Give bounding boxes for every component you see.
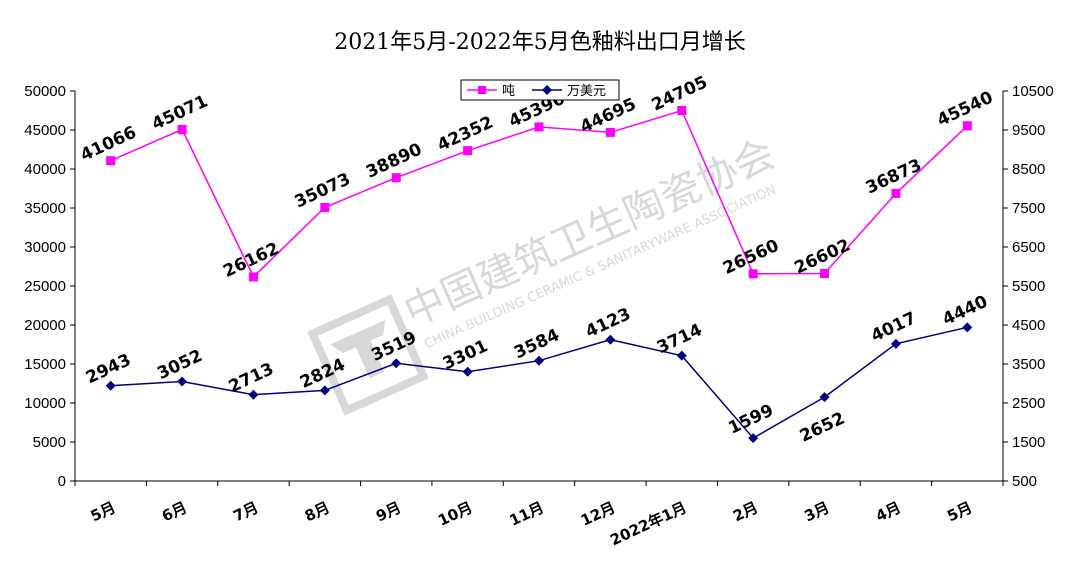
- x-tick-label: 10月: [435, 498, 475, 529]
- x-tick-label: 8月: [302, 498, 333, 525]
- x-tick-label: 5月: [88, 498, 119, 525]
- point-usd: [105, 380, 116, 391]
- point-tons: [605, 127, 615, 137]
- y-left-tick-label: 30000: [24, 239, 66, 256]
- y-right-tick-label: 4500: [1012, 317, 1045, 334]
- point-tons: [463, 146, 473, 156]
- point-tons: [891, 188, 901, 198]
- point-usd: [319, 385, 330, 396]
- legend-marker-tons: [478, 86, 486, 94]
- y-left-tick-label: 15000: [24, 356, 66, 373]
- data-label-usd: 3584: [511, 325, 562, 363]
- x-tick-label: 2月: [730, 498, 761, 525]
- axes: 0 5000 10000 15000 20000 25000 30000 35000 40000…: [24, 83, 1053, 549]
- point-tons: [106, 156, 116, 166]
- y-right-tick-label: 500: [1012, 473, 1037, 490]
- y-left-tick-label: 20000: [24, 317, 66, 334]
- legend-label-usd: 万美元: [567, 84, 606, 99]
- watermark-cn: 中国建筑卫生陶瓷协会: [398, 131, 782, 336]
- data-label-usd: 4123: [583, 304, 634, 342]
- point-usd: [248, 389, 259, 400]
- point-usd: [391, 358, 402, 369]
- y-right-tick-label: 3500: [1012, 356, 1045, 373]
- point-usd: [962, 322, 973, 333]
- x-tick-label: 11月: [507, 498, 547, 529]
- data-label-usd: 4440: [940, 292, 991, 330]
- data-label-usd: 2652: [797, 408, 848, 446]
- x-tick-label: 4月: [873, 498, 904, 525]
- y-right-tick-label: 6500: [1012, 239, 1045, 256]
- point-tons: [320, 202, 330, 212]
- data-label-usd: 2713: [226, 359, 277, 397]
- y-right-tick-label: 5500: [1012, 278, 1045, 295]
- point-usd: [890, 338, 901, 349]
- y-left-tick-label: 40000: [24, 161, 66, 178]
- y-left-tick-label: 35000: [24, 200, 66, 217]
- y-right-tick-label: 7500: [1012, 200, 1045, 217]
- data-label-usd: 3052: [154, 346, 205, 384]
- y-right-tick-label: 8500: [1012, 161, 1045, 178]
- x-tick-label: 6月: [159, 498, 190, 525]
- point-usd: [748, 433, 759, 444]
- legend-label-tons: 吨: [502, 84, 515, 99]
- data-label-usd: 3714: [654, 320, 705, 358]
- x-tick-label: 3月: [802, 498, 833, 525]
- point-usd: [819, 392, 830, 403]
- y-left-tick-label: 0: [58, 473, 66, 490]
- y-right-tick-label: 2500: [1012, 395, 1045, 412]
- chart-title: 2021年5月-2022年5月色釉料出口月增长: [334, 30, 745, 55]
- data-label-usd: 2943: [83, 350, 134, 388]
- point-tons: [534, 122, 544, 132]
- point-tons: [677, 106, 687, 115]
- point-usd: [177, 376, 188, 387]
- y-right-tick-label: 1500: [1012, 434, 1045, 451]
- x-tick-label: 12月: [578, 498, 618, 529]
- point-usd: [534, 355, 544, 366]
- point-tons: [177, 124, 187, 134]
- point-usd: [462, 366, 473, 377]
- point-tons: [248, 272, 258, 282]
- legend-marker-usd: [542, 85, 552, 95]
- point-tons: [748, 269, 758, 279]
- series-markers: [105, 106, 973, 444]
- x-tick-label: 2022年1月: [607, 498, 689, 549]
- point-usd: [605, 334, 616, 345]
- y-left-tick-label: 45000: [24, 122, 66, 139]
- x-tick-label: 7月: [230, 498, 261, 525]
- y-left-tick-label: 10000: [24, 395, 66, 412]
- data-label-usd: 1599: [725, 401, 776, 439]
- legend: 吨 万美元: [460, 79, 620, 101]
- y-left-tick-label: 5000: [33, 434, 66, 451]
- point-usd: [676, 350, 687, 361]
- point-tons: [391, 173, 401, 183]
- watermark-logo: [307, 294, 429, 416]
- y-right-tick-label: 9500: [1012, 122, 1045, 139]
- point-tons: [962, 121, 972, 131]
- y-left-tick-label: 50000: [24, 83, 66, 100]
- x-tick-label: 5月: [944, 498, 975, 525]
- y-left-tick-label: 25000: [24, 278, 66, 295]
- x-tick-label: 9月: [373, 498, 404, 525]
- y-right-tick-label: 10500: [1012, 83, 1054, 100]
- point-tons: [820, 269, 830, 279]
